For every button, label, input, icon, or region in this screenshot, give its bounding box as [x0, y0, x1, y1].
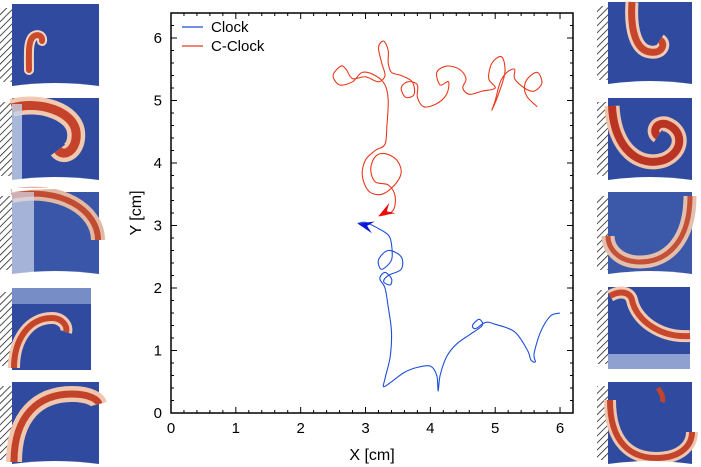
y-tick-label: 2	[154, 280, 162, 297]
left-snapshot-column	[0, 0, 107, 467]
series-line-clock	[357, 221, 561, 392]
x-tick-label: 6	[556, 420, 564, 437]
x-tick-label: 0	[167, 420, 175, 437]
y-axis-ticks: 0 1 2 3 4 5 6	[154, 12, 573, 422]
legend: Clock C-Clock	[182, 19, 265, 55]
arrowhead-clock	[357, 221, 375, 234]
series-line-cclock	[332, 40, 543, 217]
series-layer	[332, 40, 561, 392]
x-axis-ticks: 0 1 2 3 4 5 6	[167, 13, 564, 437]
y-tick-label: 0	[154, 405, 162, 422]
snapshot-left-1	[0, 0, 99, 90]
x-tick-label: 5	[491, 420, 499, 437]
snapshot-left-4	[0, 288, 91, 370]
legend-label-clock: Clock	[211, 19, 249, 36]
snapshot-right-5	[597, 378, 698, 467]
y-axis-label: Y [cm]	[128, 190, 145, 235]
x-tick-label: 2	[297, 420, 305, 437]
legend-label-cclock: C-Clock	[211, 38, 265, 55]
snapshot-right-1	[597, 1, 692, 88]
x-tick-label: 4	[426, 420, 434, 437]
arrowhead-cclock	[378, 202, 396, 217]
plot-frame	[170, 12, 574, 414]
x-tick-label: 1	[232, 420, 240, 437]
y-tick-label: 5	[154, 93, 162, 110]
y-tick-label: 4	[154, 155, 162, 172]
y-tick-label: 1	[154, 343, 162, 360]
snapshot-left-5	[0, 378, 107, 467]
trajectory-plot: 0 1 2 3 4 5 6 0 1 2 3 4 5 6 X [cm] Y [cm] Clock C-Cl…	[128, 12, 574, 464]
y-tick-label: 6	[154, 30, 162, 47]
snapshot-right-2	[597, 94, 692, 184]
arrow-layer	[357, 202, 396, 234]
snapshot-right-3	[597, 188, 697, 278]
x-tick-label: 3	[361, 420, 369, 437]
y-tick-label: 3	[154, 218, 162, 235]
x-axis-label: X [cm]	[349, 447, 394, 464]
snapshot-left-2	[0, 94, 99, 184]
right-snapshot-column	[597, 1, 698, 467]
snapshot-right-4	[597, 286, 691, 369]
snapshot-left-3	[0, 186, 105, 278]
